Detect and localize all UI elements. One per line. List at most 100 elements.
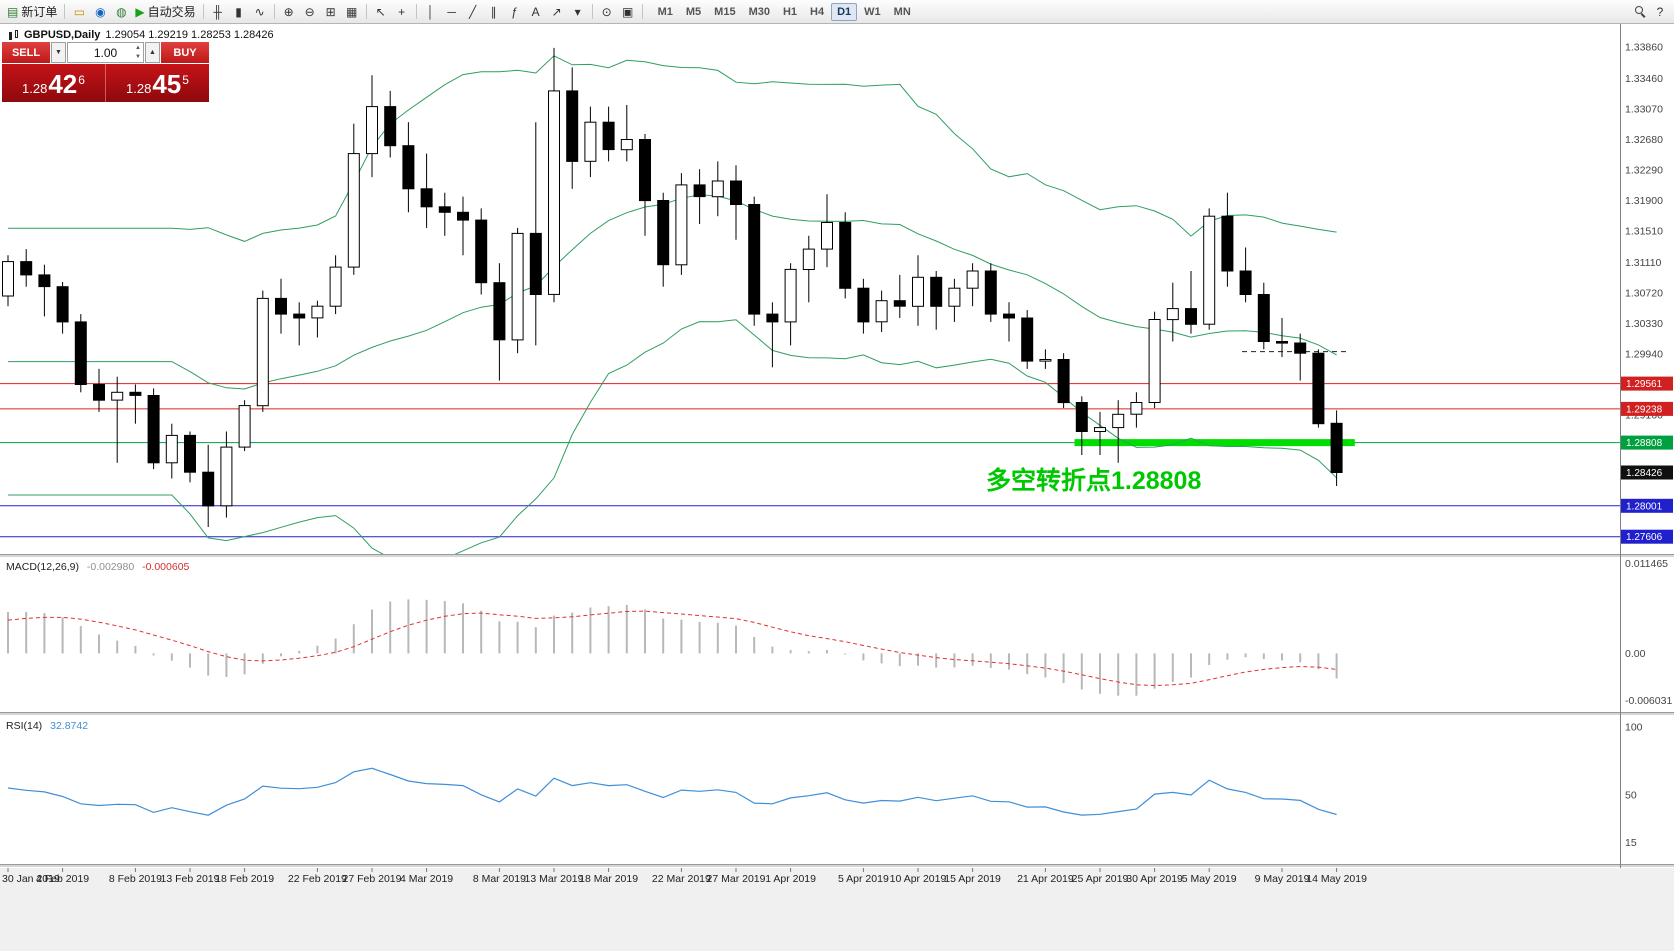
bear-candle <box>1276 341 1288 344</box>
timeframe-m1-button[interactable]: M1 <box>652 3 679 21</box>
buy-button[interactable]: BUY <box>161 42 209 63</box>
timeframe-m5-button[interactable]: M5 <box>680 3 707 21</box>
macd-main-value: -0.002980 <box>86 561 135 573</box>
bear-candle <box>893 300 906 307</box>
horizontal-line-button[interactable]: ─ <box>442 2 462 22</box>
pivot-annotation-text[interactable]: 多空转折点1.28808 <box>986 467 1202 495</box>
bear-candle <box>529 232 542 295</box>
timeframe-m15-button[interactable]: M15 <box>708 3 741 21</box>
bear-candle <box>730 180 742 205</box>
chart-window-button[interactable]: ▭ <box>69 2 89 22</box>
date-label: 30 Apr 2019 <box>1126 873 1183 885</box>
bull-candle <box>2 261 14 297</box>
trendline-button[interactable]: ╱ <box>463 2 483 22</box>
panel-divider[interactable] <box>0 554 1674 557</box>
timeframe-toolbar: M1 M5 M15 M30 H1 H4 D1 W1 MN <box>652 2 917 21</box>
bear-candle <box>1257 294 1270 342</box>
bear-candle <box>457 211 469 221</box>
mql5-community-button[interactable]: ◉ <box>90 2 110 22</box>
template-button[interactable]: ▣ <box>618 2 638 22</box>
bear-candle <box>839 222 852 289</box>
date-label: 4 Feb 2019 <box>36 873 89 885</box>
price-scale-label: 1.31510 <box>1625 226 1663 238</box>
channel-button[interactable]: ∥ <box>484 2 504 22</box>
arrow-tools-button[interactable]: ↗ <box>547 2 567 22</box>
grid-button[interactable]: ⊞ <box>321 2 341 22</box>
chart-title-overlay: GBPUSD,Daily 1.29054 1.29219 1.28253 1.2… <box>8 29 274 41</box>
volume-up-icon[interactable]: ▲ <box>135 45 141 51</box>
new-order-button[interactable]: ▤ 新订单 <box>4 2 60 22</box>
channel-icon: ∥ <box>490 4 497 19</box>
chart-canvas[interactable]: 1.33860 1.33460 1.33070 1.32680 1.32290 1.319… <box>0 24 1674 951</box>
volume-input[interactable]: 1.00 ▲ ▼ <box>67 42 144 63</box>
text-button[interactable]: A <box>526 2 546 22</box>
date-label: 5 Apr 2019 <box>838 873 889 885</box>
macd-scale-label: 0.00 <box>1625 648 1646 660</box>
buy-dropdown[interactable]: ▲ <box>145 42 160 63</box>
timeframe-h4-button[interactable]: H4 <box>804 3 830 21</box>
time-axis-strip[interactable] <box>0 868 1674 951</box>
volume-spinner[interactable]: ▲ ▼ <box>135 44 141 62</box>
sell-price-button[interactable]: 1.28 42 6 <box>2 64 105 102</box>
macd-scale-label: 0.011465 <box>1625 558 1668 570</box>
bar-chart-type-button[interactable]: ╫ <box>208 2 228 22</box>
bear-candle <box>1021 317 1034 362</box>
grid-icon: ⊞ <box>325 4 336 19</box>
bear-candle <box>275 297 287 315</box>
bull-candle <box>111 391 124 401</box>
bear-candle <box>293 313 306 319</box>
date-label: 4 Mar 2019 <box>400 873 453 885</box>
date-label: 15 Apr 2019 <box>944 873 1001 885</box>
vertical-line-button[interactable]: │ <box>421 2 441 22</box>
timeframe-mn-button[interactable]: MN <box>888 3 917 21</box>
help-button[interactable]: ? <box>1650 2 1670 22</box>
autotrading-button[interactable]: ▶ 自动交易 <box>132 2 198 22</box>
fibonacci-button[interactable]: ƒ <box>505 2 525 22</box>
timeframe-w1-button[interactable]: W1 <box>858 3 887 21</box>
bull-candle <box>511 232 524 341</box>
bear-candle <box>402 145 415 190</box>
chart-window-icon: ▭ <box>73 4 86 19</box>
vertical-line-icon: │ <box>426 4 435 19</box>
volume-down-icon[interactable]: ▼ <box>135 54 141 60</box>
macd-name: MACD(12,26,9) <box>6 561 79 573</box>
bull-candle <box>802 248 815 271</box>
autotrading-button-label: 自动交易 <box>147 5 196 19</box>
candlestick-chart-type-button[interactable]: ▮ <box>229 2 249 22</box>
panel-divider[interactable] <box>0 864 1674 867</box>
sell-price-sup: 6 <box>78 73 85 87</box>
rsi-label: RSI(14) 32.8742 <box>6 720 88 732</box>
bull-candle <box>821 222 833 250</box>
cursor-button[interactable]: ↖ <box>371 2 391 22</box>
alerts-button[interactable]: ◍ <box>111 2 131 22</box>
search-button[interactable] <box>1630 2 1650 22</box>
chart-window[interactable]: 1.33860 1.33460 1.33070 1.32680 1.32290 1.319… <box>0 24 1674 951</box>
bear-candle <box>693 184 706 198</box>
line-chart-type-button[interactable]: ∿ <box>250 2 270 22</box>
buy-price-button[interactable]: 1.28 45 5 <box>105 64 209 102</box>
bear-candle <box>1075 402 1088 432</box>
mql5-community-icon: ◉ <box>95 4 106 19</box>
timeframe-h1-button[interactable]: H1 <box>777 3 803 21</box>
timeframe-d1-button[interactable]: D1 <box>831 2 858 21</box>
bull-candle <box>1112 413 1125 429</box>
bollinger-lower-band <box>8 319 1337 555</box>
bear-candle <box>1185 308 1197 325</box>
sell-button[interactable]: SELL <box>2 42 50 63</box>
zoom-in-button[interactable]: ⊕ <box>279 2 299 22</box>
toolbar-buttons: ▤ 新订单 ▭ ◉ ◍ ▶ 自动交易 ╫ ▮ ∿ ⊕ ⊖ ⊞ ▦ ↖ + │ ─ ╱ ∥ ƒ A ↗ ▾ ⊙ ▣ <box>4 2 646 22</box>
period-button[interactable]: ⊙ <box>597 2 617 22</box>
horizontal-line-icon: ─ <box>447 4 456 19</box>
tile-windows-button[interactable]: ▦ <box>342 2 362 22</box>
timeframe-m30-button[interactable]: M30 <box>743 3 776 21</box>
price-scale-label: 1.30330 <box>1625 318 1663 330</box>
panel-divider[interactable] <box>0 712 1674 715</box>
cursor-icon: ↖ <box>375 4 386 19</box>
shapes-dropdown[interactable]: ▾ <box>568 2 588 22</box>
price-scale[interactable] <box>1620 24 1674 868</box>
bull-candle <box>711 180 724 198</box>
zoom-out-button[interactable]: ⊖ <box>300 2 320 22</box>
crosshair-button[interactable]: + <box>392 2 412 22</box>
sell-dropdown[interactable]: ▼ <box>51 42 66 63</box>
date-label: 22 Feb 2019 <box>288 873 347 885</box>
